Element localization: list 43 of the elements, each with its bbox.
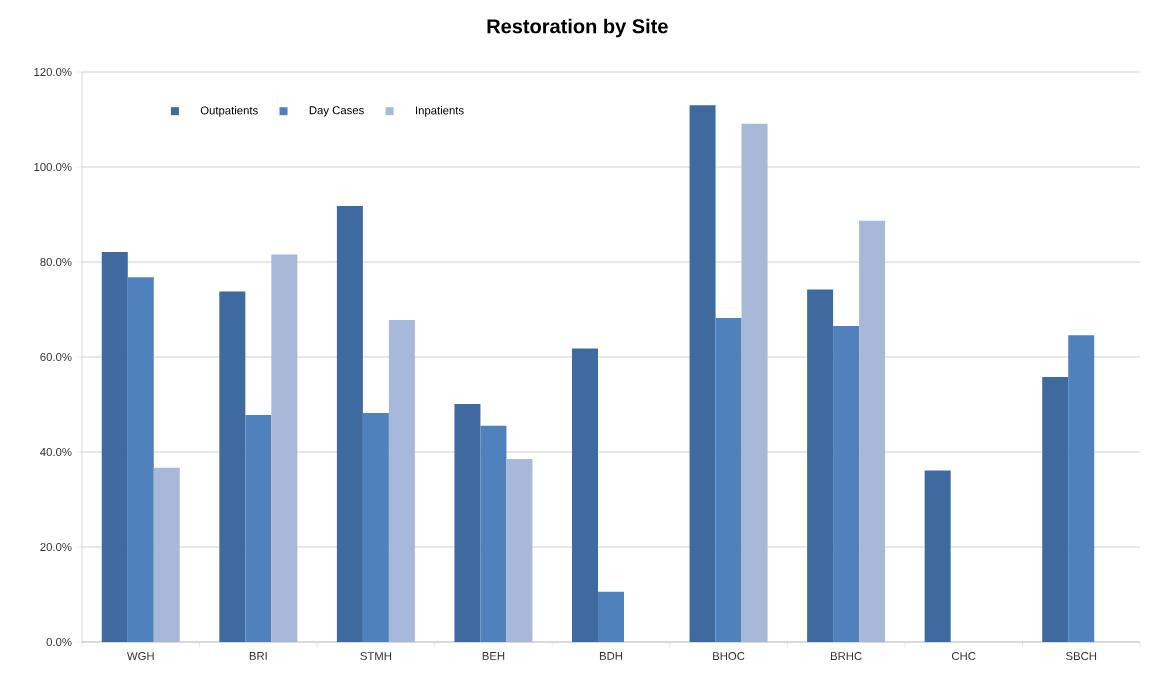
bar [1042, 376, 1069, 642]
bar [219, 291, 246, 642]
y-tick-label: 40.0% [40, 447, 72, 456]
y-tick-label: 80.0% [40, 257, 72, 266]
bar [153, 467, 180, 642]
bar [362, 412, 389, 642]
bar [741, 123, 768, 642]
x-tick-label: STMH [360, 651, 392, 660]
y-tick-label: 20.0% [40, 542, 72, 551]
x-tick-label: BHOC [713, 651, 745, 660]
x-tick-label: BRHC [830, 651, 862, 660]
y-tick-label: 0.0% [46, 637, 72, 646]
legend-label: Outpatients [200, 105, 258, 117]
chart-title: Restoration by Site [487, 18, 668, 38]
bar [101, 251, 128, 642]
x-tick-label: CHC [951, 651, 976, 660]
y-tick-label: 100.0% [34, 162, 72, 171]
bar [388, 319, 415, 642]
bar [598, 591, 624, 642]
bar [336, 205, 363, 642]
bar [572, 348, 598, 642]
y-tick-label: 120.0% [34, 67, 72, 76]
bar [859, 220, 886, 642]
bar [715, 317, 742, 642]
bar [833, 325, 860, 642]
bar [924, 470, 951, 642]
bar [245, 414, 272, 642]
legend-label: Inpatients [416, 105, 464, 117]
x-tick-label: BRI [249, 651, 267, 660]
y-tick-label: 60.0% [40, 352, 72, 361]
bar [271, 254, 298, 642]
bar [807, 289, 834, 642]
bar [506, 458, 533, 642]
bar [127, 277, 154, 642]
legend-label: Day Cases [309, 106, 364, 117]
x-tick-label: WGH [126, 651, 154, 660]
x-tick-label: BEH [482, 651, 505, 660]
bar [480, 425, 507, 642]
bar [1068, 334, 1095, 642]
bar [689, 105, 716, 642]
x-tick-label: SBCH [1066, 651, 1097, 660]
bar [454, 403, 481, 642]
x-tick-label: BDH [599, 651, 623, 660]
